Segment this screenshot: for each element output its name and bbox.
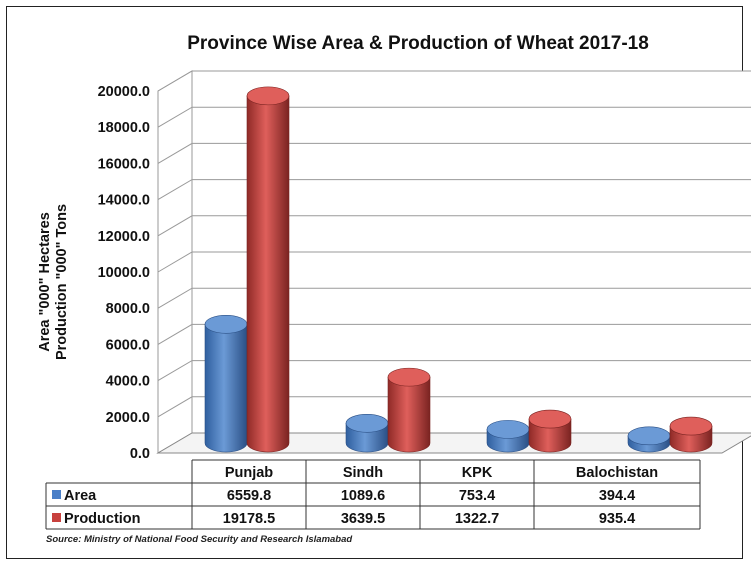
gridline [157, 106, 751, 128]
category-label: Punjab [225, 465, 273, 481]
data-label: 19178.5 [223, 511, 275, 527]
bar-top [486, 420, 530, 439]
bar-sindh-production [387, 367, 431, 453]
floor [156, 432, 751, 454]
bar-body [528, 418, 572, 453]
source-note: Source: Ministry of National Food Securi… [46, 534, 352, 545]
gridline [157, 251, 751, 273]
y-tick-label: 14000.0 [98, 193, 150, 209]
legend-swatch [52, 513, 61, 522]
y-tick-label: 4000.0 [106, 374, 150, 390]
data-label: 1089.6 [341, 488, 385, 504]
y-tick-label: 2000.0 [106, 410, 150, 426]
bar-top [528, 409, 572, 429]
bar-kpk-production [528, 409, 572, 453]
gridline [157, 142, 751, 164]
data-label: 1322.7 [455, 511, 499, 527]
gridline [157, 70, 751, 92]
gridlines [157, 70, 751, 418]
y-tick-label: 18000.0 [98, 120, 150, 136]
data-label: 394.4 [599, 488, 635, 504]
chart-title: Province Wise Area & Production of Wheat… [187, 33, 649, 54]
gridline [157, 323, 751, 345]
bar-balochistan-production [669, 416, 713, 453]
bar-balochistan-area [627, 426, 671, 453]
y-tick-label: 16000.0 [98, 156, 150, 172]
category-label: Balochistan [576, 465, 658, 481]
bar-body [204, 323, 248, 453]
bar-top [627, 426, 671, 446]
bar-kpk-area [486, 420, 530, 453]
y-tick-label: 6000.0 [106, 337, 150, 353]
category-label: KPK [462, 465, 493, 481]
y-tick-labels: 0.0 2000.0 4000.0 6000.0 8000.0 10000.0 12000.… [98, 84, 150, 462]
bar-top [204, 314, 248, 334]
bar-punjab-production [246, 86, 290, 453]
y-tick-label: 8000.0 [106, 301, 150, 317]
gridline [157, 179, 751, 201]
legend-label: Production [64, 511, 141, 527]
y-tick-label: 12000.0 [98, 229, 150, 245]
bars [204, 86, 713, 453]
data-table: Punjab Sindh KPK Balochistan Area 6559.8 1089.… [45, 459, 701, 530]
bar-body [246, 95, 290, 453]
legend-swatch [52, 490, 61, 499]
data-label: 6559.8 [227, 488, 271, 504]
y-tick-label: 20000.0 [98, 84, 150, 100]
data-label: 3639.5 [341, 511, 385, 527]
gridline [157, 215, 751, 237]
bar-top [669, 416, 713, 436]
data-label: 935.4 [599, 511, 635, 527]
gridline [157, 287, 751, 309]
legend-label: Area [64, 488, 97, 504]
category-label: Sindh [343, 465, 383, 481]
bar-punjab-area [204, 314, 248, 453]
bar-top [345, 413, 389, 433]
gridline [157, 396, 751, 418]
bar-top [246, 86, 290, 106]
y-tick-label: 0.0 [130, 446, 150, 462]
gridline [157, 360, 751, 382]
y-tick-label: 10000.0 [98, 265, 150, 281]
data-label: 753.4 [459, 488, 495, 504]
bar-sindh-area [345, 413, 389, 453]
bar-top [387, 367, 431, 387]
y-axis-label-area: Area "000" Hectares [37, 212, 53, 352]
bar-body [387, 376, 431, 453]
y-axis-label-production: Production "000" Tons [54, 204, 70, 360]
